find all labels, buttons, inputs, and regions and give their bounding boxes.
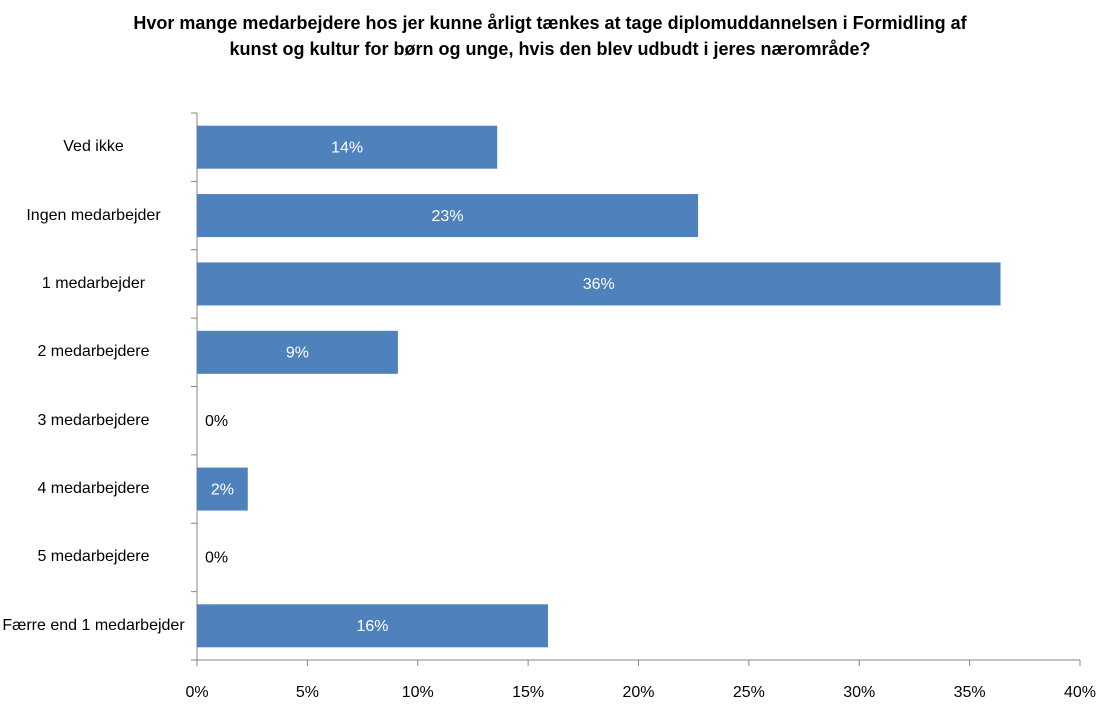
- x-tick-label: 30%: [843, 684, 875, 701]
- y-tick-label: 4 medarbejdere: [37, 480, 150, 498]
- chart-title: Hvor mange medarbejdere hos jer kunne år…: [133, 13, 967, 59]
- x-tick-label: 0%: [185, 684, 208, 701]
- y-tick-label: Ingen medarbejder: [26, 206, 161, 224]
- x-tick-label: 35%: [954, 684, 986, 701]
- data-label: 23%: [432, 208, 464, 225]
- y-tick-label: 2 medarbejdere: [37, 343, 150, 361]
- x-tick-label: 25%: [733, 684, 765, 701]
- data-label: 0%: [205, 413, 228, 430]
- bar: [197, 330, 398, 374]
- data-label: 2%: [211, 481, 234, 498]
- y-tick-label: Færre end 1 medarbejder: [2, 616, 185, 634]
- data-label: 14%: [331, 139, 363, 156]
- x-tick-label: 15%: [512, 684, 544, 701]
- y-tick-label: 5 medarbejdere: [37, 548, 150, 566]
- y-tick-label: 1 medarbejder: [41, 274, 146, 292]
- x-tick-label: 5%: [296, 684, 319, 701]
- x-tick-label: 20%: [622, 684, 654, 701]
- bar: [197, 262, 1001, 306]
- bar: [197, 125, 498, 169]
- y-tick-label: Ved ikke: [63, 138, 124, 156]
- x-tick-label: 40%: [1064, 684, 1096, 701]
- bar: [197, 194, 699, 238]
- bar: [197, 467, 248, 511]
- data-label: 16%: [356, 618, 388, 635]
- bar: [197, 604, 548, 648]
- data-label: 0%: [205, 550, 228, 567]
- data-label: 9%: [286, 345, 309, 362]
- data-label: 36%: [583, 276, 615, 293]
- y-tick-label: 3 medarbejdere: [37, 411, 150, 429]
- x-tick-label: 10%: [402, 684, 434, 701]
